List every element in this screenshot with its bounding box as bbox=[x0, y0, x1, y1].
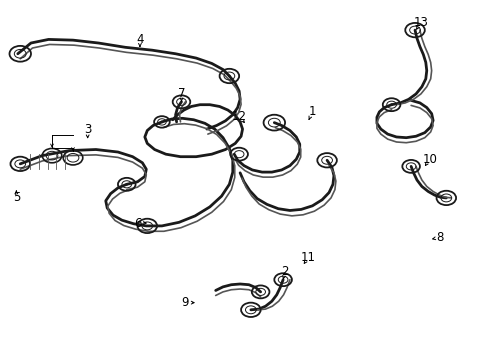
Text: 9: 9 bbox=[182, 296, 189, 309]
Text: 6: 6 bbox=[134, 216, 141, 230]
Text: 10: 10 bbox=[422, 153, 437, 166]
Text: 3: 3 bbox=[84, 123, 91, 136]
Text: 1: 1 bbox=[309, 105, 316, 118]
Text: 12: 12 bbox=[232, 110, 246, 123]
Text: 4: 4 bbox=[136, 33, 144, 46]
Text: 13: 13 bbox=[414, 16, 428, 29]
Text: 8: 8 bbox=[436, 231, 443, 244]
Text: 7: 7 bbox=[178, 87, 185, 100]
Text: 11: 11 bbox=[301, 251, 316, 264]
Text: 2: 2 bbox=[281, 265, 289, 278]
Text: 5: 5 bbox=[13, 191, 20, 204]
